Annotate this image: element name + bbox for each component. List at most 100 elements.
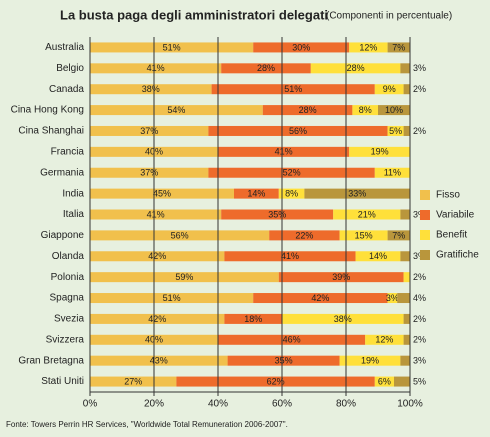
data-label: 33%: [348, 188, 366, 198]
data-label: 11%: [384, 168, 401, 178]
data-label: 3%: [386, 293, 399, 303]
bar-segment: [90, 63, 222, 74]
data-label: 10%: [385, 105, 403, 115]
data-label: 37%: [140, 168, 158, 178]
y-tick-label: Cina Shanghai: [18, 126, 84, 137]
y-tick-label: Svizzera: [46, 334, 85, 345]
legend-swatch: [420, 190, 430, 200]
data-label: 3%: [413, 251, 426, 261]
bar-segment: [374, 167, 410, 178]
bar-segment: [224, 251, 356, 262]
bar-segment: [262, 105, 353, 116]
data-label: 51%: [163, 42, 181, 52]
data-label: 19%: [371, 147, 389, 157]
bar-segment: [403, 125, 410, 136]
bar-segment: [90, 313, 225, 324]
data-label: 56%: [289, 126, 307, 136]
bar-segment: [339, 230, 388, 241]
data-label: 28%: [257, 63, 275, 73]
bar-segment: [218, 334, 366, 345]
bar-segment: [278, 188, 305, 199]
bar-segment: [355, 251, 401, 262]
data-label: 3%: [413, 209, 426, 219]
x-tick-label: 80%: [336, 399, 356, 410]
bar-segment: [365, 334, 404, 345]
y-tick-label: Polonia: [51, 272, 85, 283]
bar-segment: [90, 42, 254, 53]
data-label: 27%: [124, 376, 142, 386]
data-label: 8%: [359, 105, 372, 115]
data-label: 28%: [347, 63, 365, 73]
bar-segment: [403, 334, 410, 345]
data-label: 14%: [247, 188, 265, 198]
bar-segment: [349, 146, 410, 157]
y-tick-label: Germania: [40, 167, 84, 178]
bar-segment: [90, 251, 225, 262]
bar-segment: [282, 313, 404, 324]
y-tick-label: Belgio: [56, 63, 84, 74]
bar-segment: [339, 355, 401, 366]
x-tick-label: 40%: [208, 399, 228, 410]
data-label: 41%: [147, 63, 165, 73]
data-label: 43%: [150, 356, 168, 366]
data-label: 22%: [295, 230, 313, 240]
data-label: 19%: [361, 356, 379, 366]
data-label: 38%: [334, 314, 352, 324]
bar-segment: [253, 42, 350, 53]
data-label: 59%: [175, 272, 193, 282]
y-tick-label: Svezia: [54, 314, 84, 325]
data-label: 18%: [244, 314, 262, 324]
bar-segment: [221, 63, 311, 74]
chart-subtitle: (Componenti in percentuale): [326, 11, 452, 22]
data-label: 2%: [413, 335, 426, 345]
bar-segment: [227, 355, 340, 366]
legend-label: Gratifiche: [436, 250, 479, 261]
y-tick-label: Olanda: [52, 251, 85, 262]
data-label: 3%: [413, 63, 426, 73]
data-label: 45%: [153, 188, 171, 198]
bar-segment: [218, 146, 350, 157]
source: Fonte: Towers Perrin HR Services, "World…: [6, 420, 288, 429]
data-label: 41%: [147, 209, 165, 219]
data-label: 42%: [148, 251, 166, 261]
bar-segment: [400, 63, 410, 74]
y-tick-label: Cina Hong Kong: [11, 105, 84, 116]
data-label: 8%: [285, 188, 298, 198]
data-label: 42%: [311, 293, 329, 303]
bar-segment: [403, 272, 410, 283]
data-label: 35%: [268, 209, 286, 219]
bar-segment: [400, 209, 410, 220]
data-label: 51%: [284, 84, 302, 94]
bar-segment: [387, 125, 404, 136]
bar-segment: [352, 105, 378, 116]
data-label: 12%: [359, 42, 377, 52]
bar-segment: [349, 42, 388, 53]
data-label: 51%: [163, 293, 181, 303]
bar-segment: [211, 84, 375, 95]
bar-segment: [387, 42, 410, 53]
bar-segment: [234, 188, 279, 199]
bar-segment: [221, 209, 334, 220]
data-label: 52%: [283, 168, 301, 178]
x-tick-label: 60%: [272, 399, 292, 410]
bar-segment: [304, 188, 410, 199]
bar-segment: [374, 84, 404, 95]
data-label: 38%: [142, 84, 160, 94]
bar-segment: [90, 230, 270, 241]
bar-segment: [90, 125, 209, 136]
data-label: 37%: [140, 126, 158, 136]
data-label: 56%: [171, 230, 189, 240]
data-label: 4%: [413, 293, 426, 303]
data-label: 41%: [275, 147, 293, 157]
data-label: 7%: [392, 42, 405, 52]
data-label: 54%: [167, 105, 185, 115]
data-label: 14%: [369, 251, 387, 261]
bar-segment: [208, 167, 375, 178]
data-label: 2%: [413, 126, 426, 136]
bar-segment: [394, 376, 410, 387]
data-label: 2%: [413, 272, 426, 282]
bar-segment: [90, 376, 177, 387]
bar-segment: [90, 84, 212, 95]
bar-segment: [333, 209, 401, 220]
x-tick-label: 0%: [83, 399, 98, 410]
